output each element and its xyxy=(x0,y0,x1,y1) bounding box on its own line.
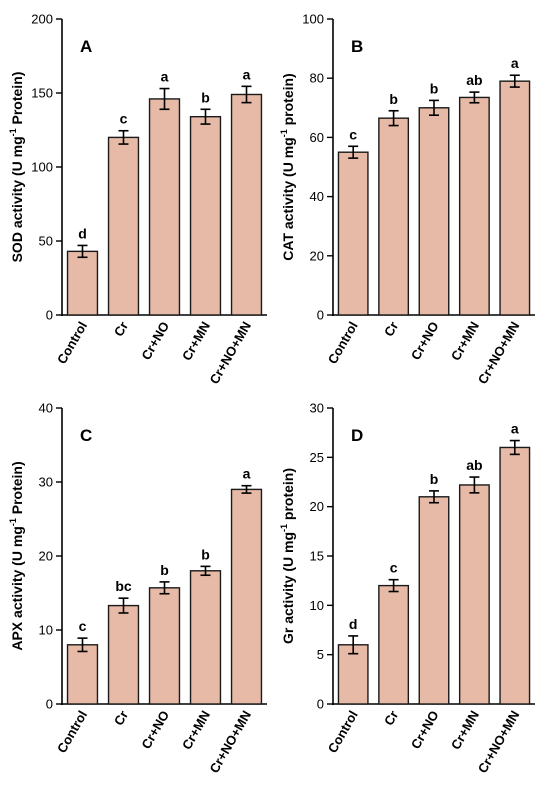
y-tick-label: 10 xyxy=(310,598,324,613)
significance-label: b xyxy=(201,89,210,105)
category-label: Cr xyxy=(111,708,131,728)
category-label: Cr+NO xyxy=(138,708,172,751)
category-label: Cr+NO xyxy=(408,708,442,751)
significance-label: b xyxy=(160,562,169,578)
panel-letter: D xyxy=(351,426,363,445)
y-axis-title: SOD activity (U mg-1 Protein) xyxy=(8,72,25,263)
significance-label: a xyxy=(243,66,251,82)
panel-letter: A xyxy=(80,37,92,56)
y-tick-label: 80 xyxy=(310,71,324,86)
category-label: Cr+NO+MN xyxy=(475,319,523,387)
y-tick-label: 10 xyxy=(39,623,53,638)
significance-label: d xyxy=(78,225,87,241)
significance-label: a xyxy=(161,69,169,85)
bar xyxy=(148,98,181,316)
y-tick-label: 100 xyxy=(31,160,53,175)
category-label: Cr+NO+MN xyxy=(206,708,254,776)
y-tick-label: 100 xyxy=(302,12,324,27)
category-label: Cr xyxy=(381,708,401,728)
panel-letter: B xyxy=(351,37,363,56)
y-tick-label: 15 xyxy=(310,549,324,564)
category-label: Cr+NO+MN xyxy=(206,319,254,387)
bar xyxy=(499,80,531,316)
y-tick-label: 60 xyxy=(310,130,324,145)
bar xyxy=(418,496,450,705)
significance-label: ab xyxy=(466,457,482,473)
panel-b: 0 20 40 60 80 100 CAT activity (U mg-1 protein… xyxy=(279,12,535,387)
bar xyxy=(230,488,263,705)
category-label: Cr+NO xyxy=(408,319,442,362)
category-label: Cr+MN xyxy=(179,708,213,752)
bar xyxy=(458,96,490,316)
y-axis-title: APX activity (U mg-1 Protein) xyxy=(8,461,25,650)
panel-a: 0 50 100 150 200 SOD activity (U mg-1 Protein… xyxy=(8,12,267,387)
significance-label: c xyxy=(349,126,357,142)
y-axis-title: CAT activity (U mg-1 protein) xyxy=(279,73,296,260)
category-label: Control xyxy=(54,708,90,756)
category-label: Cr+NO xyxy=(138,319,172,362)
category-label: Control xyxy=(325,319,361,367)
panel-letter: C xyxy=(80,426,92,445)
y-tick-label: 150 xyxy=(31,86,53,101)
significance-label: a xyxy=(511,421,519,437)
category-label: Cr+NO+MN xyxy=(475,708,523,776)
bar xyxy=(378,117,410,316)
significance-label: c xyxy=(79,618,87,634)
bar xyxy=(418,107,450,316)
significance-label: b xyxy=(430,80,439,96)
category-label: Control xyxy=(54,319,90,367)
significance-label: bc xyxy=(115,578,132,594)
y-tick-label: 30 xyxy=(310,401,324,416)
category-label: Cr xyxy=(111,319,131,339)
category-label: Cr+MN xyxy=(448,319,482,363)
bar xyxy=(107,604,140,705)
y-tick-label: 20 xyxy=(39,549,53,564)
significance-label: b xyxy=(430,471,439,487)
bar xyxy=(66,644,99,705)
bar xyxy=(337,644,369,705)
bar xyxy=(148,587,181,705)
category-label: Control xyxy=(325,708,361,756)
y-tick-label: 30 xyxy=(39,475,53,490)
category-label: Cr xyxy=(381,319,401,339)
category-label: Cr+MN xyxy=(448,708,482,752)
panel-d: 0 5 10 15 20 25 30 Gr activity (U mg-1 protein)… xyxy=(279,401,535,776)
bar xyxy=(378,584,410,705)
panel-c: 0 10 20 30 40 APX activity (U mg-1 Protein) Cc… xyxy=(8,401,267,776)
y-tick-label: 40 xyxy=(310,189,324,204)
bar xyxy=(189,570,222,705)
y-tick-label: 5 xyxy=(317,647,324,662)
significance-label: d xyxy=(349,616,358,632)
bar xyxy=(66,250,99,316)
y-tick-label: 20 xyxy=(310,499,324,514)
y-tick-label: 0 xyxy=(46,308,53,323)
y-tick-label: 25 xyxy=(310,450,324,465)
bar xyxy=(107,136,140,316)
significance-label: b xyxy=(389,91,398,107)
y-tick-label: 0 xyxy=(317,308,324,323)
significance-label: c xyxy=(390,560,398,576)
significance-label: b xyxy=(201,546,210,562)
y-tick-label: 40 xyxy=(39,401,53,416)
significance-label: a xyxy=(243,466,251,482)
bar xyxy=(230,93,263,316)
y-axis-title: Gr activity (U mg-1 protein) xyxy=(279,468,296,644)
significance-label: a xyxy=(511,55,519,71)
category-label: Cr+MN xyxy=(179,319,213,363)
y-tick-label: 200 xyxy=(31,12,53,27)
bar xyxy=(337,151,369,316)
significance-label: ab xyxy=(466,72,482,88)
bar xyxy=(189,115,222,316)
significance-label: c xyxy=(120,111,128,127)
y-tick-label: 50 xyxy=(39,234,53,249)
y-tick-label: 20 xyxy=(310,248,324,263)
y-tick-label: 0 xyxy=(317,697,324,712)
y-tick-label: 0 xyxy=(46,697,53,712)
bar xyxy=(499,446,531,705)
bar xyxy=(458,484,490,705)
